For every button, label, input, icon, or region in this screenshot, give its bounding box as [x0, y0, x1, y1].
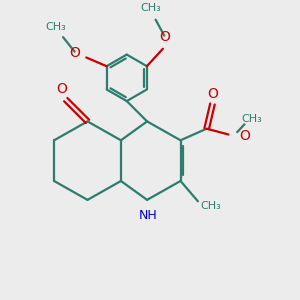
Text: O: O	[159, 30, 170, 44]
Text: CH₃: CH₃	[45, 22, 66, 32]
Text: O: O	[207, 87, 218, 101]
Text: O: O	[56, 82, 67, 96]
Text: CH₃: CH₃	[241, 113, 262, 124]
Text: O: O	[239, 129, 250, 143]
Text: NH: NH	[139, 209, 158, 222]
Text: O: O	[69, 46, 80, 60]
Text: CH₃: CH₃	[141, 3, 162, 13]
Text: CH₃: CH₃	[201, 201, 221, 211]
